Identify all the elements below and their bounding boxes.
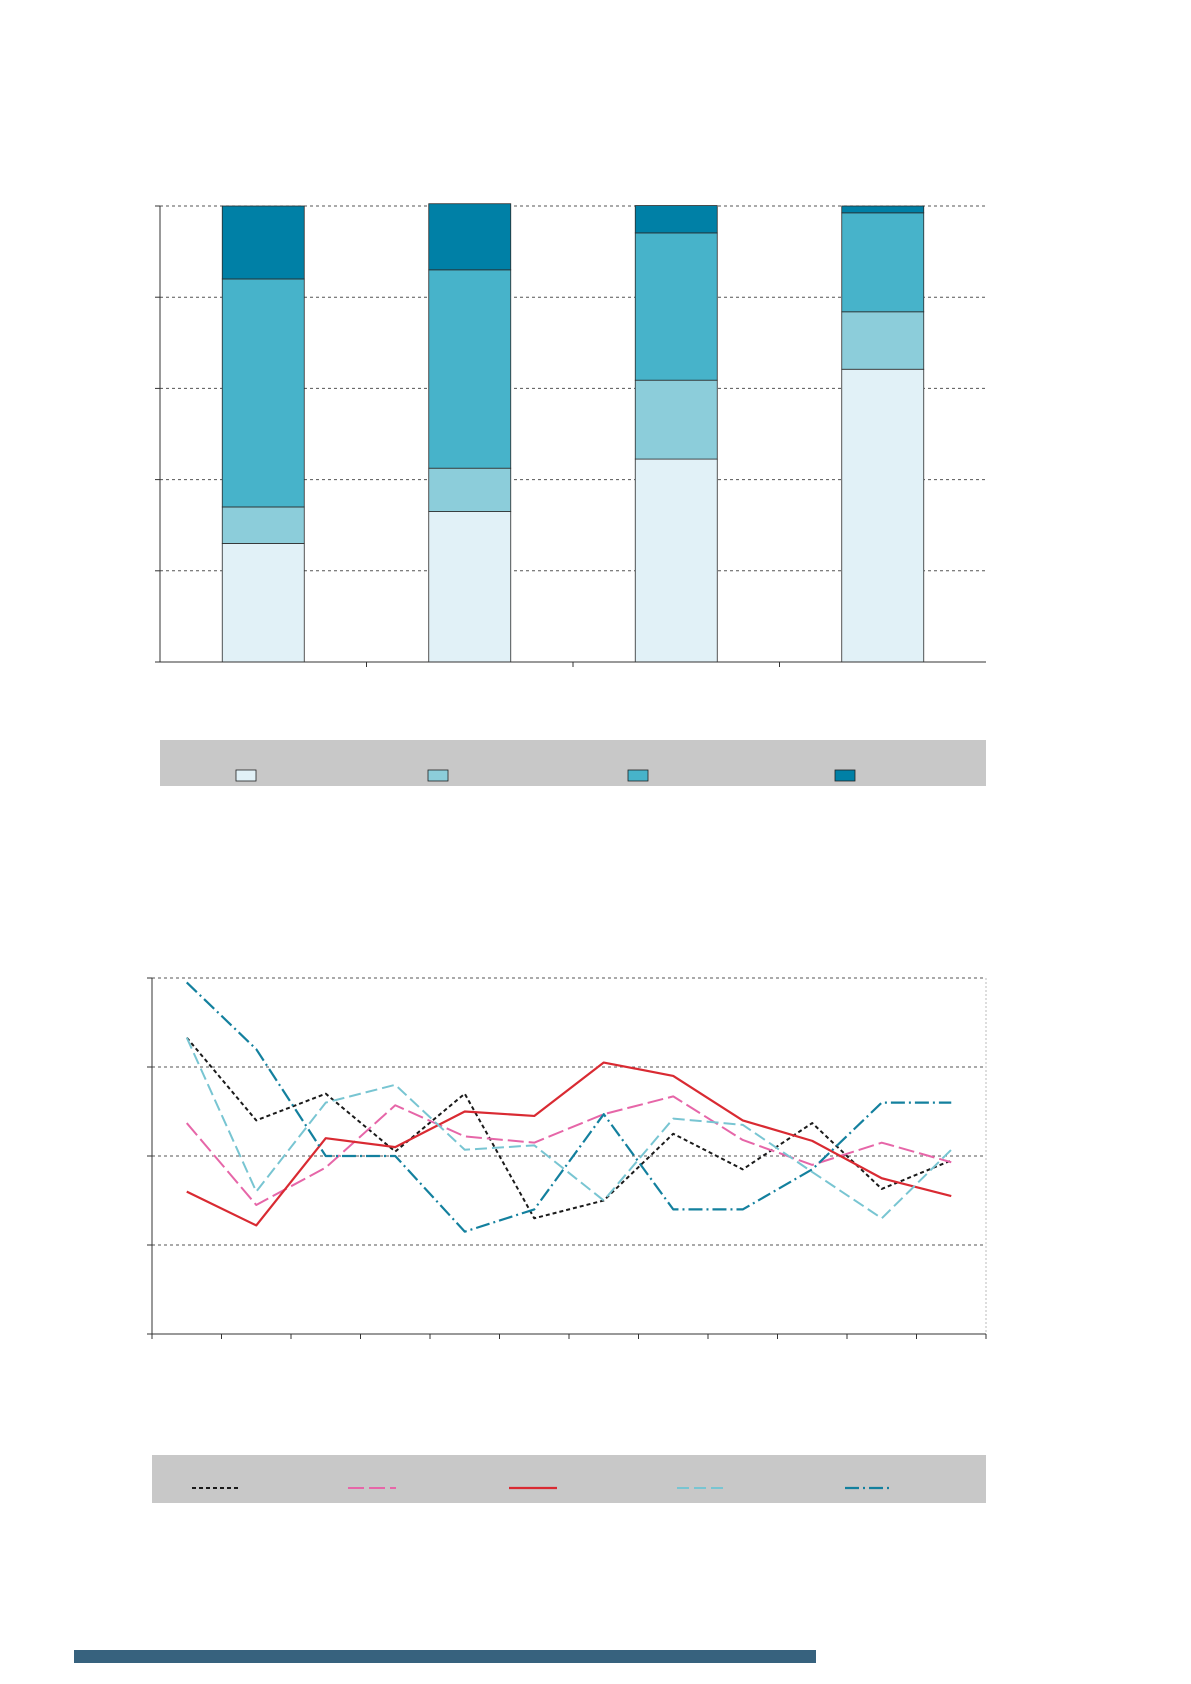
line-chart-gridlines xyxy=(152,977,987,1334)
stacked-bar-segment xyxy=(428,511,512,663)
stacked-bar-segment xyxy=(634,205,718,234)
stacked-bar-segment xyxy=(841,368,925,663)
line-series-5 xyxy=(185,981,952,1233)
stacked-bar-segment xyxy=(634,379,718,460)
line-series-1 xyxy=(185,1036,952,1220)
stacked-legend-swatch xyxy=(627,769,649,782)
stacked-bar-segment xyxy=(221,205,305,280)
stacked-bar-segment xyxy=(841,205,925,214)
stacked-legend-swatch xyxy=(427,769,449,782)
stacked-bar-segment xyxy=(841,212,925,313)
footer-bar xyxy=(74,1650,816,1663)
stacked-legend-swatch xyxy=(235,769,257,782)
stacked-bar-segment xyxy=(428,467,512,512)
stacked-bar-segment xyxy=(221,506,305,544)
stacked-legend-swatch xyxy=(834,769,856,782)
line-series-4 xyxy=(185,1037,952,1220)
line-chart-series xyxy=(185,981,952,1233)
line-series-3 xyxy=(186,1061,952,1227)
stacked-chart-bars xyxy=(221,203,925,663)
stacked-bar-segment xyxy=(221,543,305,663)
line-chart-axes xyxy=(147,977,987,1339)
stacked-bar-segment xyxy=(428,269,512,469)
stacked-bar-segment xyxy=(428,203,512,271)
line-chart-legend xyxy=(152,1455,986,1503)
stacked-bar-segment xyxy=(634,232,718,381)
line-series-2 xyxy=(185,1095,952,1206)
stacked-chart-axes xyxy=(155,205,986,667)
stacked-bar-chart xyxy=(155,203,986,667)
